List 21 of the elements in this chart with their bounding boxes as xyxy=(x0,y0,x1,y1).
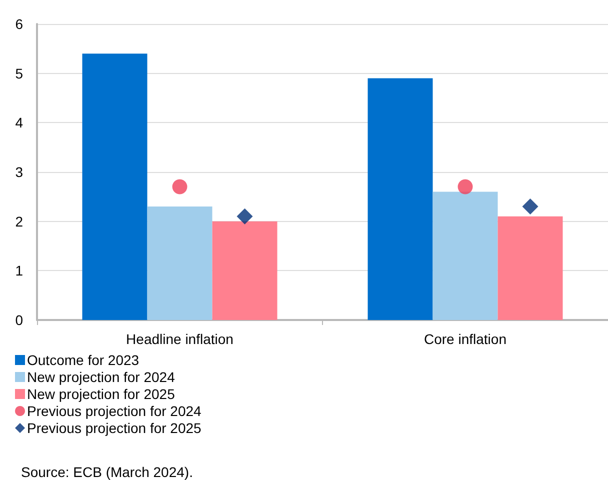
bar xyxy=(212,221,278,320)
source-note: Source: ECB (March 2024). xyxy=(21,464,193,480)
bar xyxy=(147,206,212,320)
legend-label: New projection for 2024 xyxy=(27,369,176,385)
bar xyxy=(498,216,563,320)
y-tick-label: 5 xyxy=(15,65,24,82)
y-tick-label: 3 xyxy=(15,164,24,180)
y-tick-label: 4 xyxy=(15,114,24,131)
x-tick-label: Core inflation xyxy=(424,331,506,347)
bar xyxy=(82,54,148,320)
bar xyxy=(368,78,433,320)
x-tick-label: Headline inflation xyxy=(126,331,234,347)
legend-label: New projection for 2025 xyxy=(27,386,176,402)
legend-label: Previous projection for 2025 xyxy=(27,420,202,436)
y-tick-label: 1 xyxy=(15,262,24,279)
legend-label: Previous projection for 2024 xyxy=(27,403,202,419)
y-tick-label: 2 xyxy=(15,213,24,230)
y-tick-label: 6 xyxy=(15,16,24,32)
y-tick-label: 0 xyxy=(15,312,24,328)
legend-label: Outcome for 2023 xyxy=(27,352,140,368)
bar xyxy=(432,192,498,320)
